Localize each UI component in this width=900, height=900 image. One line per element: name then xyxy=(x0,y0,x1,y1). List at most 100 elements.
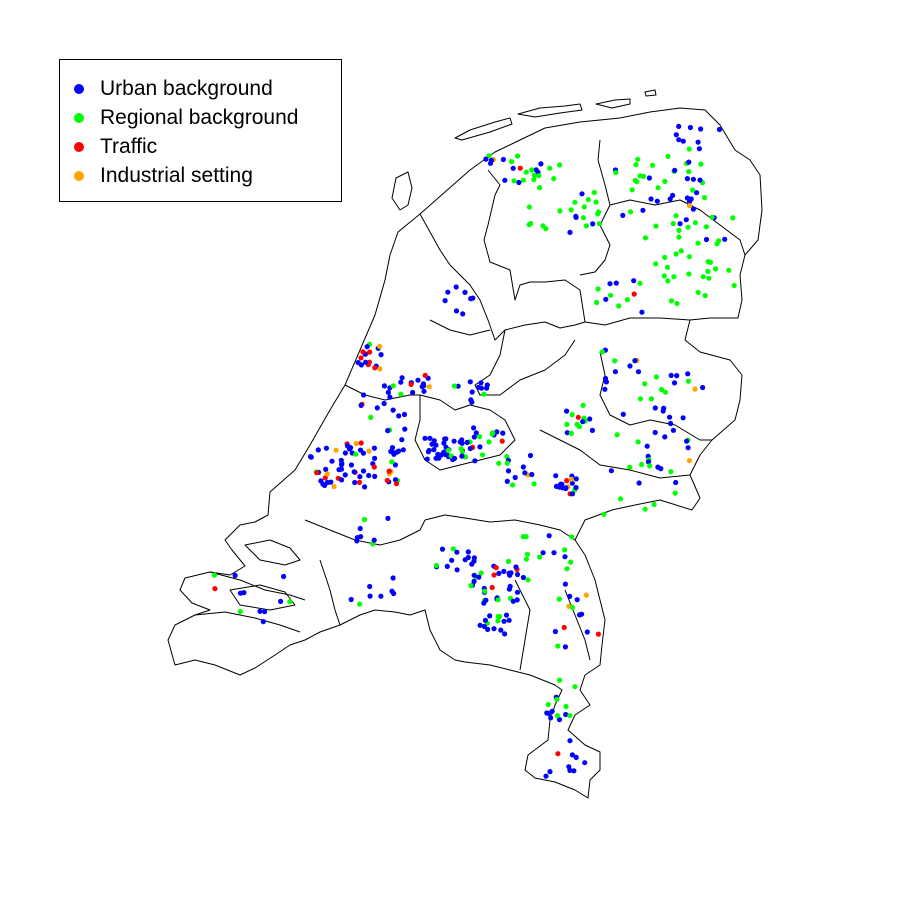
urban-point xyxy=(441,440,447,446)
urban-point xyxy=(685,445,691,451)
urban-point xyxy=(584,629,590,635)
urban-point xyxy=(639,309,645,315)
urban-point xyxy=(469,399,475,405)
urban-point xyxy=(467,445,473,452)
urban-point xyxy=(680,415,686,421)
regional-point xyxy=(353,451,359,457)
urban-point xyxy=(607,281,613,287)
industrial-point xyxy=(333,447,339,453)
regional-point xyxy=(595,286,601,292)
urban-point xyxy=(396,413,402,419)
regional-point xyxy=(685,224,691,230)
regional-point xyxy=(509,482,516,488)
regional-point xyxy=(685,378,692,384)
urban-point xyxy=(352,479,358,486)
urban-point xyxy=(680,138,686,144)
urban-point xyxy=(278,598,284,605)
urban-point xyxy=(455,383,461,389)
regional-point xyxy=(564,566,570,572)
industrial-point xyxy=(568,476,574,482)
regional-point xyxy=(641,173,647,179)
legend-label: Regional background xyxy=(100,105,299,129)
urban-point xyxy=(553,483,560,489)
urban-point xyxy=(548,715,554,721)
urban-point xyxy=(471,434,477,440)
regional-point xyxy=(568,559,574,565)
urban-point xyxy=(676,137,682,143)
urban-point xyxy=(357,474,363,480)
traffic-point xyxy=(360,349,366,355)
urban-point xyxy=(673,132,679,138)
urban-point xyxy=(401,411,408,418)
regional-point xyxy=(705,268,711,274)
urban-point xyxy=(498,627,504,633)
legend-label: Traffic xyxy=(100,134,158,158)
regional-point xyxy=(642,235,649,241)
regional-point xyxy=(627,209,634,215)
regional-point xyxy=(585,197,591,203)
urban-point xyxy=(652,429,658,436)
urban-point xyxy=(378,593,384,599)
regional-point xyxy=(672,490,678,496)
urban-point xyxy=(344,443,351,449)
regional-point xyxy=(554,696,560,702)
regional-point xyxy=(531,172,537,178)
regional-point xyxy=(567,712,573,719)
urban-point xyxy=(441,449,447,455)
traffic-point xyxy=(631,291,637,297)
regional-point xyxy=(451,383,457,389)
urban-point xyxy=(459,440,465,446)
urban-point xyxy=(467,379,473,385)
urban-point xyxy=(547,769,553,775)
urban-point xyxy=(257,608,263,614)
urban-point xyxy=(540,550,546,556)
urban-point xyxy=(422,435,428,441)
urban-point xyxy=(339,477,345,483)
urban-point xyxy=(348,596,354,603)
regional-point xyxy=(674,300,680,307)
regional-point xyxy=(511,178,517,184)
regional-point xyxy=(624,297,631,303)
urban-point xyxy=(471,572,477,578)
regional-point xyxy=(496,460,502,466)
regional-point xyxy=(357,601,363,607)
island-schiermonnikoog xyxy=(644,89,657,97)
urban-point xyxy=(668,420,674,427)
urban-point xyxy=(410,389,416,396)
regional-point xyxy=(504,460,510,466)
traffic-point xyxy=(314,470,320,476)
regional-point xyxy=(237,608,243,615)
urban-point xyxy=(494,429,500,435)
regional-point xyxy=(556,596,562,602)
urban-point xyxy=(232,572,238,579)
border-brabant-limburg xyxy=(514,579,531,671)
urban-point xyxy=(323,445,329,451)
regional-point xyxy=(731,282,737,289)
urban-point xyxy=(348,462,354,468)
urban-point xyxy=(402,426,408,432)
urban-point xyxy=(671,380,678,386)
regional-point xyxy=(676,234,682,240)
urban-point xyxy=(351,469,357,475)
urban-point xyxy=(580,419,586,425)
urban-point xyxy=(485,626,491,633)
urban-point xyxy=(453,284,459,290)
urban-point xyxy=(579,191,585,197)
traffic-point xyxy=(408,381,414,387)
urban-point xyxy=(579,611,585,617)
regional-point xyxy=(596,209,602,215)
urban-point xyxy=(700,384,706,391)
urban-point xyxy=(562,581,569,587)
urban-point xyxy=(574,597,580,603)
regional-point xyxy=(661,273,667,279)
regional-point xyxy=(520,534,526,540)
regional-point xyxy=(524,551,531,557)
regional-point xyxy=(612,358,618,364)
urban-point xyxy=(381,383,387,389)
border-north-holland-inner xyxy=(429,319,491,336)
regional-point xyxy=(557,677,563,683)
urban-point xyxy=(323,466,329,472)
regional-point xyxy=(531,177,537,183)
urban-point xyxy=(469,561,475,567)
urban-point xyxy=(563,711,569,718)
